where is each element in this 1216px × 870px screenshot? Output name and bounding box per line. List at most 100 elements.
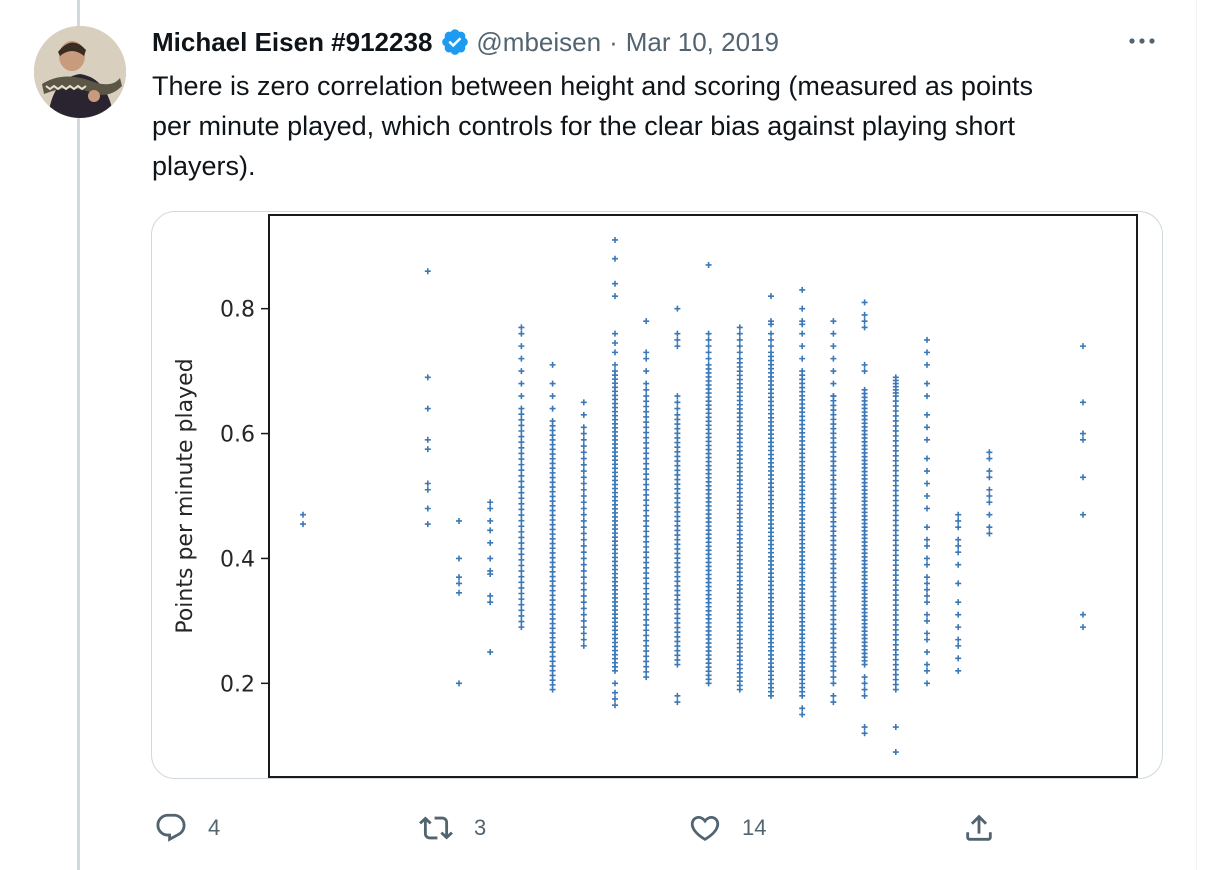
data-point [924,661,930,668]
data-point [580,524,587,531]
data-point [674,336,681,343]
data-point [612,280,618,287]
data-point [955,524,962,531]
data-point [580,436,587,443]
data-point [643,648,650,655]
data-point [924,349,930,356]
data-point [643,538,650,545]
handle[interactable]: @mbeisen [476,26,602,57]
data-point [518,355,525,362]
data-point [924,649,930,656]
data-point [643,549,650,556]
data-point [580,617,587,624]
reply-button[interactable]: 4 [154,804,220,852]
retweet-button[interactable]: 3 [418,804,486,852]
data-point [643,368,650,375]
data-point [518,427,525,434]
data-point [924,667,930,674]
tweet-media-chart[interactable]: 0.2 0.4 0.6 0.8 Points per minute played [151,211,1163,779]
avatar[interactable] [34,26,126,118]
data-point [518,500,525,507]
data-point [580,411,587,418]
timeline-border [1196,0,1197,870]
data-point [518,540,525,547]
data-point [643,386,650,393]
scatter-points [300,236,1086,756]
data-point [986,493,993,499]
data-point [986,499,993,506]
data-point [799,321,806,328]
y-axis: 0.2 0.4 0.6 0.8 [220,298,269,697]
data-point [643,413,650,420]
data-point [861,730,868,737]
data-point [580,599,587,606]
timestamp[interactable]: Mar 10, 2019 [625,26,779,57]
data-point [487,571,494,578]
data-point [924,336,930,343]
data-point [924,580,930,587]
reply-icon [156,813,186,842]
data-point [518,489,525,496]
more-options-icon[interactable] [1124,26,1160,56]
data-point [643,658,650,665]
data-point [643,517,650,524]
data-point [674,699,681,706]
data-point [768,336,774,343]
data-point [643,585,650,592]
display-name[interactable]: Michael Eisen #912238 [152,26,433,57]
data-point [768,349,774,356]
data-point [580,486,587,493]
data-point [861,686,868,693]
data-point [986,474,993,481]
data-point [643,465,650,472]
data-point [580,424,587,431]
data-point [643,642,650,649]
data-point [799,711,806,718]
data-point [955,667,962,674]
data-point [612,340,618,347]
data-point [580,611,587,618]
data-point [643,403,650,410]
data-point [924,542,930,549]
data-point [830,380,837,387]
data-point [799,343,806,350]
data-point [518,624,525,631]
tweet-text: There is zero correlation between height… [152,71,1033,181]
data-point [643,455,650,462]
data-point [705,355,712,362]
data-point [705,336,712,343]
data-point [424,446,431,453]
like-button[interactable]: 14 [688,804,766,852]
data-point [736,330,743,337]
data-point [580,536,587,543]
data-point [1080,511,1086,518]
data-point [986,524,993,531]
data-point [861,680,868,687]
data-point [643,460,650,467]
data-point [674,399,681,406]
data-point [705,361,712,368]
data-point [643,349,650,356]
data-point [580,455,587,462]
y-tick-label: 0.8 [220,298,255,323]
data-point [643,512,650,519]
data-point [424,505,431,512]
data-point [768,330,774,337]
data-point [861,692,868,699]
data-point [580,555,587,562]
data-point [986,486,993,493]
data-point [456,517,462,524]
data-point [300,521,306,528]
data-point [986,449,993,456]
data-point [456,580,462,587]
data-point [580,642,587,649]
data-point [674,393,681,400]
data-point [518,484,525,491]
data-point [518,556,525,563]
data-point [612,236,618,243]
data-point [643,380,650,387]
share-button[interactable] [962,804,996,852]
data-point [518,612,525,619]
data-point [924,424,930,431]
data-point [487,499,494,506]
